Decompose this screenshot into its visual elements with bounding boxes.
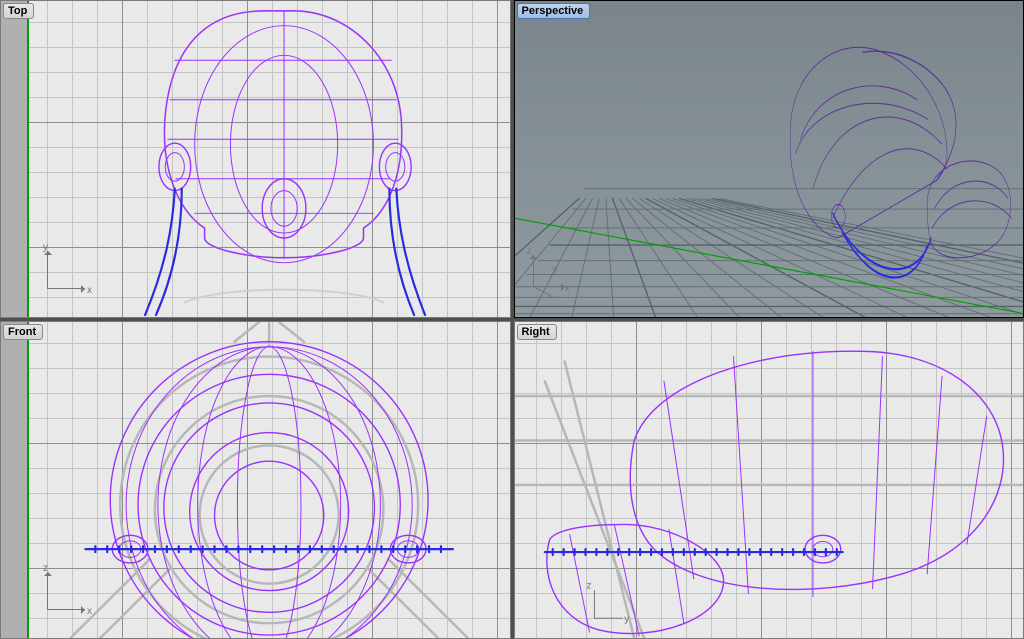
wireframe-right: yz — [515, 322, 1024, 638]
axis-label-h: x — [87, 606, 92, 617]
viewport-label-front[interactable]: Front — [3, 324, 43, 340]
viewport-container: Top x y Perspective x z y Front — [0, 0, 1024, 639]
svg-text:y: y — [624, 614, 629, 625]
axis-arrow-y — [47, 251, 48, 289]
axis-label-v: y — [43, 242, 48, 253]
axis-arrow-z — [47, 572, 48, 610]
axis-arrow-x — [47, 609, 85, 610]
axis-gizmo-front: x z — [37, 560, 97, 620]
axis-label-h: x — [87, 285, 92, 296]
axis-arrow-x — [47, 288, 85, 289]
axis-gizmo-top: x y — [37, 239, 97, 299]
axis-arrow-y — [532, 286, 552, 297]
viewport-label-right[interactable]: Right — [517, 324, 557, 340]
axis-label-x: x — [565, 283, 570, 294]
axis-arrow-z — [533, 255, 534, 287]
axis-label-z: z — [527, 246, 532, 257]
viewport-front[interactable]: Front x z — [0, 321, 511, 639]
axis-label-v: z — [43, 563, 48, 574]
shaded-perspective — [515, 1, 1024, 317]
svg-text:z: z — [586, 581, 591, 592]
viewport-label-top[interactable]: Top — [3, 3, 34, 19]
viewport-right[interactable]: Right yz — [514, 321, 1024, 639]
axis-arrow-x — [533, 286, 565, 287]
viewport-perspective[interactable]: Perspective x z y — [514, 0, 1024, 318]
axis-gizmo-perspective: x z y — [523, 237, 583, 297]
axis-label-y: y — [553, 264, 558, 275]
viewport-top[interactable]: Top x y — [0, 0, 511, 318]
viewport-label-perspective[interactable]: Perspective — [517, 3, 591, 19]
